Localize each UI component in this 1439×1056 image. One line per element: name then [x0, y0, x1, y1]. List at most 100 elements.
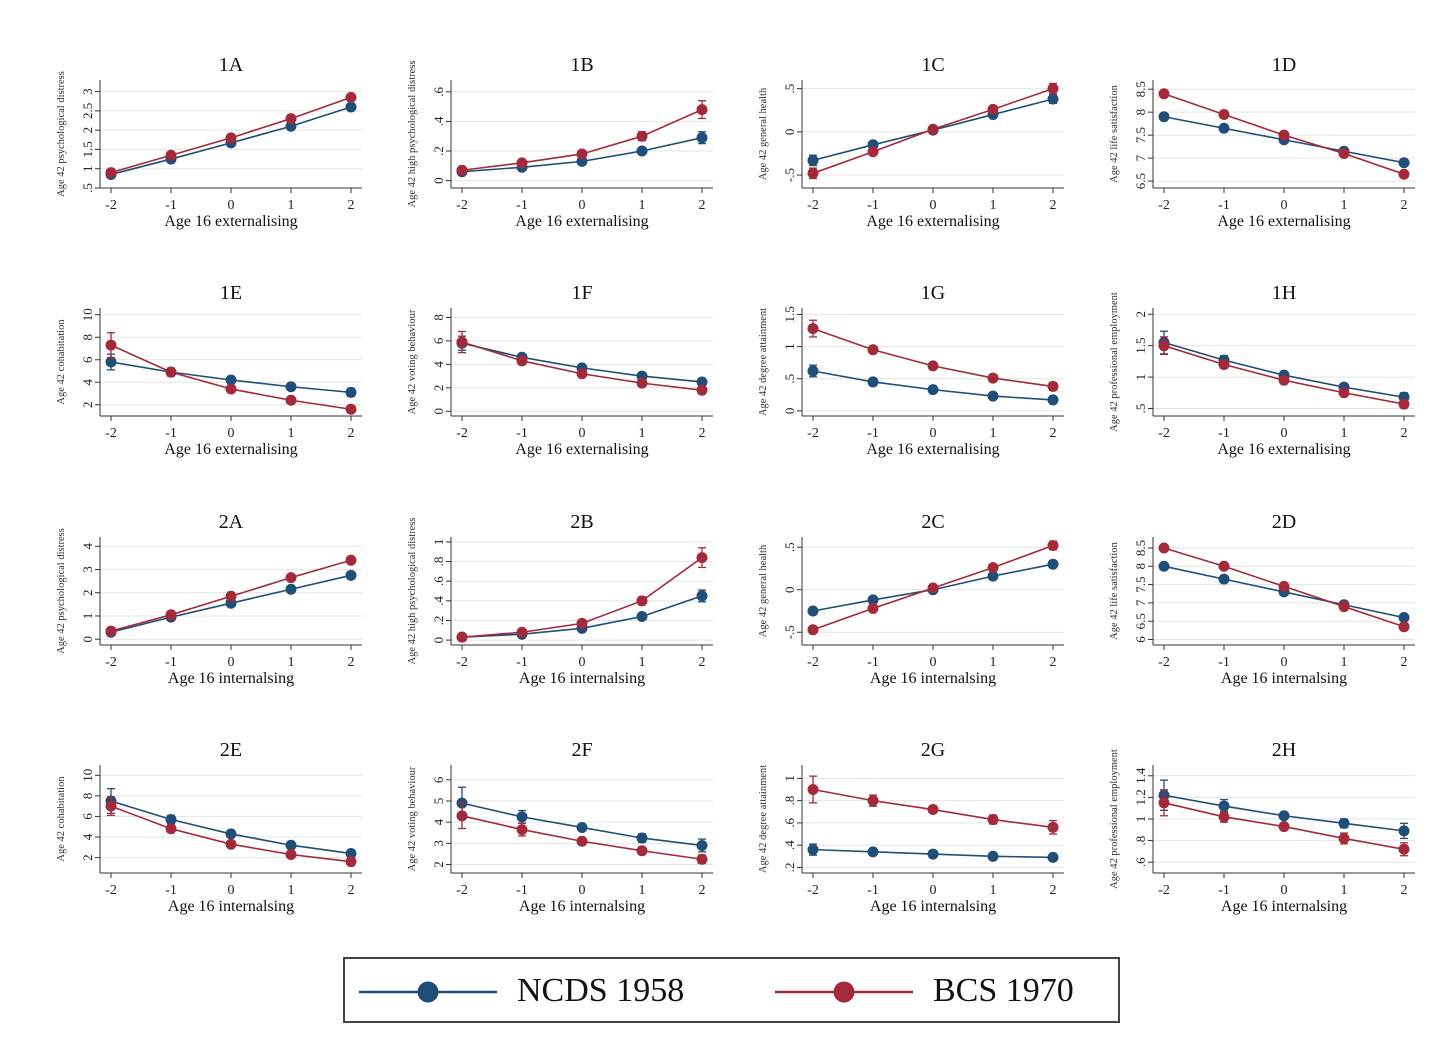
point-ncds	[807, 365, 819, 377]
x-axis-label: Age 16 externalising	[866, 213, 999, 230]
y-axis-label: Age 42 voting behaviour	[407, 309, 418, 414]
panel-1b: 0 .2 .4 .6 -2 -1 0 1 2 1B Age 16 externalising Age …	[407, 54, 713, 230]
x-axis-label: Age 16 externalising	[164, 441, 297, 458]
y-tick-label: 2	[431, 861, 446, 868]
x-tick-label: 2	[1401, 883, 1408, 898]
panel-title: 1C	[921, 54, 944, 76]
x-tick-label: 0	[1281, 426, 1288, 441]
x-tick-label: -1	[867, 198, 879, 213]
panel-2g: .2 .4 .6 .8 1 -2 -1 0 1 2 2G Age 16 internalsing Age…	[758, 739, 1064, 915]
y-tick-label: 0	[782, 408, 797, 415]
y-tick-label: 8.5	[1133, 540, 1148, 556]
point-bcs	[345, 403, 357, 415]
x-tick-label: -2	[105, 655, 117, 670]
point-bcs	[636, 130, 648, 142]
panel-title: 2G	[921, 739, 945, 761]
x-tick-label: 2	[348, 883, 355, 898]
point-bcs	[987, 103, 999, 115]
y-tick-label: 8.5	[1133, 81, 1148, 97]
x-tick-label: -2	[105, 883, 117, 898]
point-ncds	[696, 839, 708, 851]
y-tick-label: 1.4	[1133, 767, 1148, 784]
x-axis-label: Age 16 internalsing	[870, 670, 996, 687]
point-bcs	[1047, 821, 1059, 833]
point-bcs	[1398, 843, 1410, 855]
point-bcs	[345, 856, 357, 868]
x-tick-label: 2	[1401, 198, 1408, 213]
point-bcs	[285, 113, 297, 125]
y-tick-label: 8	[431, 314, 446, 321]
x-axis-label: Age 16 externalising	[1217, 213, 1350, 230]
x-tick-label: -1	[516, 426, 528, 441]
point-ncds	[516, 811, 528, 823]
y-tick-label: .8	[1133, 836, 1148, 846]
y-axis-label: Age 42 high psychological distress	[407, 518, 418, 665]
y-tick-label: 1	[782, 343, 797, 350]
y-tick-label: .2	[431, 616, 446, 626]
y-tick-label: 6	[80, 813, 95, 820]
y-tick-label: 6.5	[1133, 613, 1148, 629]
point-ncds	[807, 605, 819, 617]
x-tick-label: 0	[579, 655, 586, 670]
point-ncds	[345, 847, 357, 859]
y-tick-label: .6	[431, 576, 446, 586]
panel-2f: 2 3 4 5 6 -2 -1 0 1 2 2F Age 16 internalsing Age 42 …	[407, 739, 713, 915]
x-tick-label: 0	[228, 655, 235, 670]
y-tick-label: 4	[80, 833, 95, 840]
x-tick-label: -2	[1158, 655, 1170, 670]
point-bcs	[696, 853, 708, 865]
x-tick-label: 2	[699, 883, 706, 898]
point-bcs	[225, 590, 237, 602]
point-ncds	[285, 381, 297, 393]
y-axis-label: Age 42 life satisfaction	[1109, 541, 1120, 639]
panel-title: 1A	[219, 54, 244, 76]
point-bcs	[105, 800, 117, 812]
x-tick-label: -2	[1158, 883, 1170, 898]
point-ncds	[867, 594, 879, 606]
x-tick-label: 0	[1281, 198, 1288, 213]
point-ncds	[1047, 394, 1059, 406]
point-ncds	[1398, 157, 1410, 169]
x-tick-label: -1	[165, 426, 177, 441]
x-tick-label: -1	[165, 883, 177, 898]
y-tick-label: .2	[431, 146, 446, 156]
point-bcs	[1158, 797, 1170, 809]
point-ncds	[1047, 558, 1059, 570]
x-tick-label: 0	[579, 426, 586, 441]
point-bcs	[1278, 821, 1290, 833]
point-ncds	[345, 101, 357, 113]
point-bcs	[1218, 359, 1230, 371]
x-tick-label: -1	[516, 655, 528, 670]
y-axis-label: Age 42 cohabitation	[56, 319, 67, 405]
y-tick-label: .5	[782, 84, 797, 94]
y-tick-label: 4	[80, 379, 95, 386]
y-tick-label: 6.5	[1133, 173, 1148, 189]
panel-2e: 2 4 6 8 10 -2 -1 0 1 2 2E Age 16 internalsing Age 42…	[56, 739, 362, 915]
point-bcs	[1278, 580, 1290, 592]
panel-title: 2E	[220, 739, 242, 761]
x-tick-label: 2	[699, 426, 706, 441]
y-axis-label: Age 42 high psychological distress	[407, 61, 418, 208]
point-ncds	[696, 132, 708, 144]
y-tick-label: 3	[431, 840, 446, 847]
point-ncds	[1338, 817, 1350, 829]
point-ncds	[225, 374, 237, 386]
panel-title: 1D	[1272, 54, 1296, 76]
y-tick-label: 2	[1133, 311, 1148, 318]
x-tick-label: -1	[867, 426, 879, 441]
point-bcs	[456, 336, 468, 348]
point-ncds	[345, 386, 357, 398]
point-bcs	[1278, 129, 1290, 141]
x-axis-label: Age 16 externalising	[515, 441, 648, 458]
y-tick-label: 0	[431, 177, 446, 184]
x-tick-label: -1	[867, 655, 879, 670]
panel-title: 2B	[570, 511, 593, 533]
point-bcs	[807, 624, 819, 636]
point-ncds	[285, 583, 297, 595]
x-tick-label: 1	[1341, 426, 1348, 441]
x-tick-label: 2	[1050, 655, 1057, 670]
x-tick-label: 2	[348, 655, 355, 670]
point-bcs	[867, 146, 879, 158]
y-axis-label: Age 42 cohabitation	[56, 776, 67, 862]
point-bcs	[696, 104, 708, 116]
